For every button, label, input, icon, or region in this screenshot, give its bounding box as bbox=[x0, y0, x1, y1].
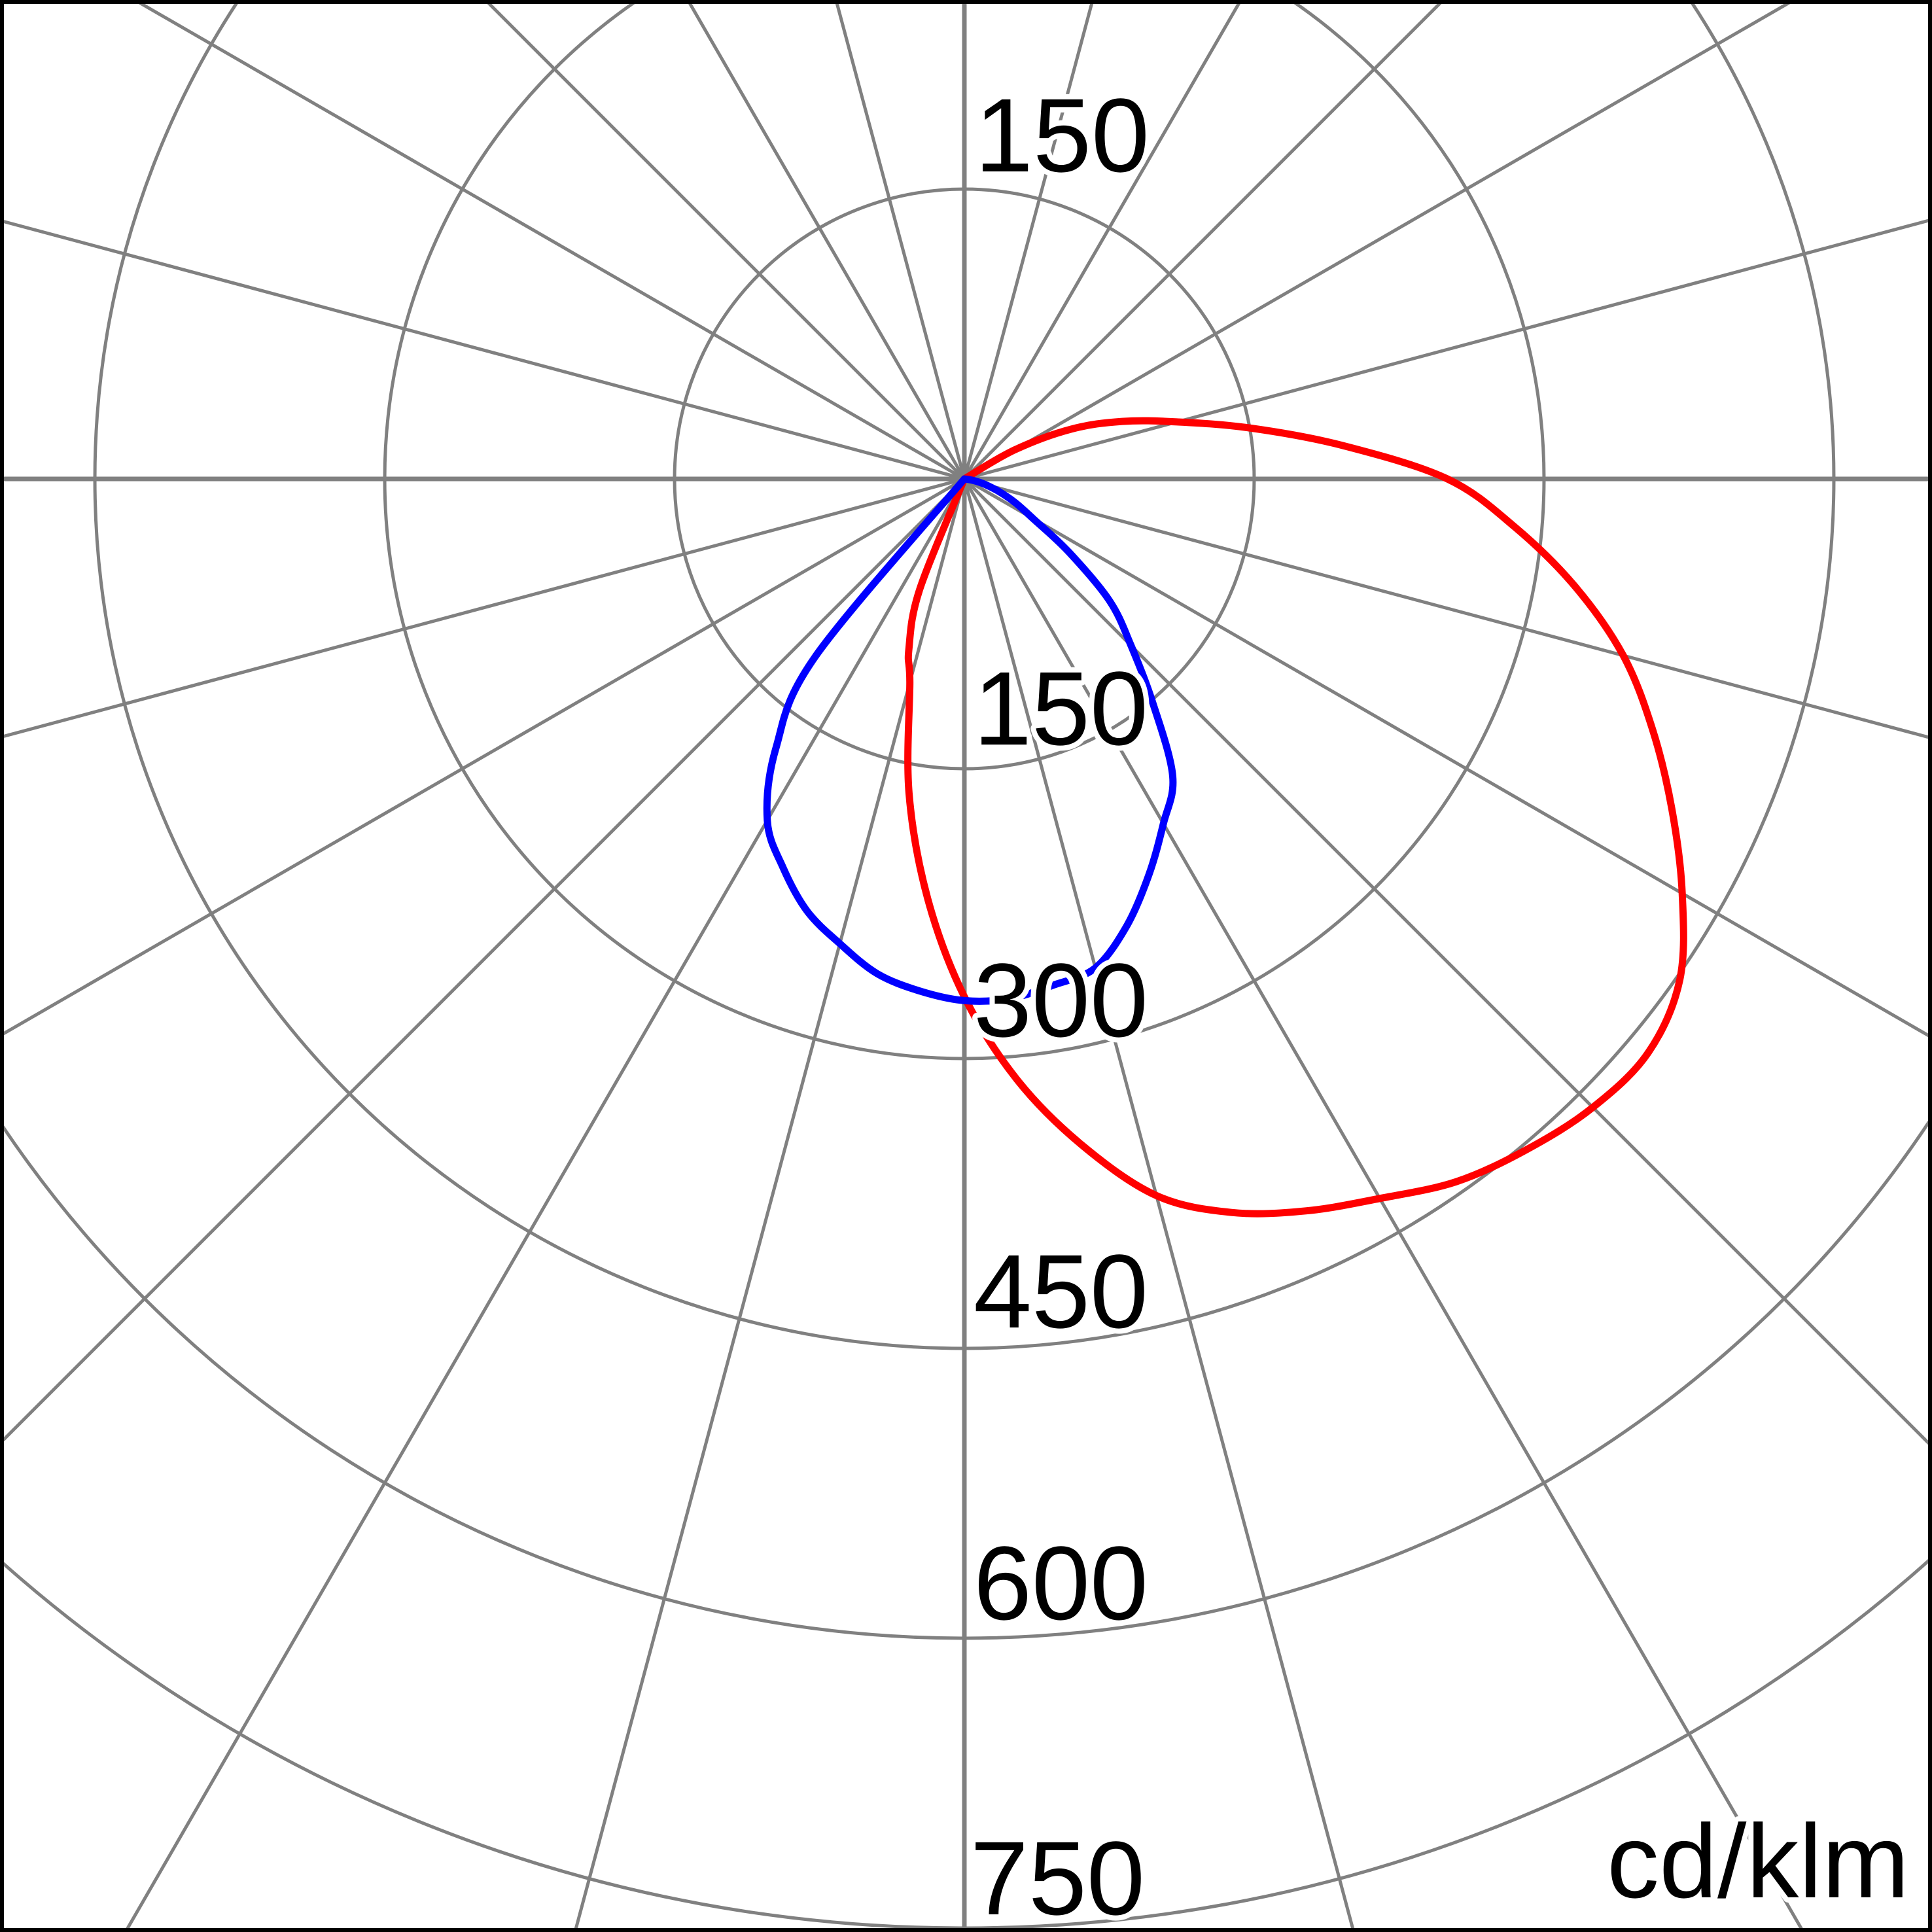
radial-tick-label: 750 bbox=[970, 1819, 1145, 1932]
radial-tick-label: 150 bbox=[974, 650, 1148, 767]
unit-label: cd/klm bbox=[1607, 1802, 1909, 1920]
radial-tick-label: 600 bbox=[974, 1524, 1148, 1642]
curve-red bbox=[904, 417, 1687, 1218]
radial-tick-label: 450 bbox=[974, 1233, 1148, 1350]
curve-blue bbox=[763, 475, 1177, 1005]
radial-tick-label: 150 bbox=[975, 77, 1150, 194]
radial-tick-label: 300 bbox=[974, 941, 1148, 1059]
